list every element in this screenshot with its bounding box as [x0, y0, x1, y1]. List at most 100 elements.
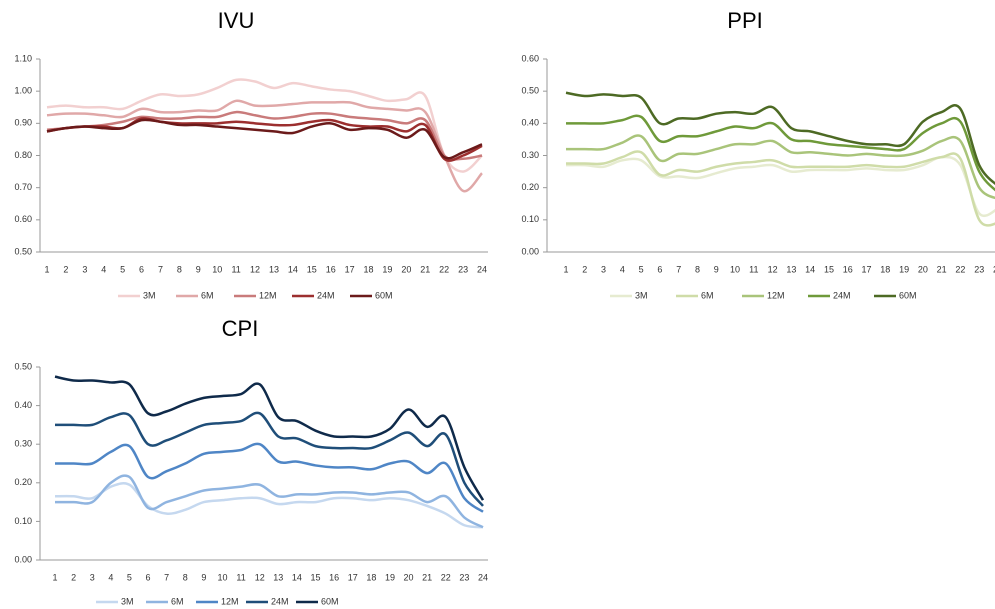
x-tick-label: 15 [311, 572, 321, 582]
x-tick-label: 5 [127, 572, 132, 582]
x-tick-label: 24 [478, 572, 488, 582]
x-tick-label: 7 [158, 264, 163, 274]
x-tick-label: 5 [120, 264, 125, 274]
x-tick-label: 8 [695, 264, 700, 274]
x-tick-label: 21 [422, 572, 432, 582]
x-tick-label: 3 [82, 264, 87, 274]
x-tick-label: 14 [805, 264, 815, 274]
x-tick-label: 1 [563, 264, 568, 274]
legend-label: 24M [271, 596, 289, 606]
x-tick-label: 23 [974, 264, 984, 274]
x-tick-label: 20 [918, 264, 928, 274]
x-tick-label: 1 [52, 572, 57, 582]
x-tick-label: 19 [382, 264, 392, 274]
legend-label: 60M [899, 290, 917, 300]
x-tick-label: 6 [657, 264, 662, 274]
series-line [46, 118, 483, 160]
x-tick-label: 15 [824, 264, 834, 274]
y-tick-label: 0.00 [521, 246, 539, 256]
y-tick-label: 0.40 [521, 118, 539, 128]
y-tick-label: 0.50 [14, 246, 32, 256]
legend-label: 6M [201, 290, 214, 300]
x-tick-label: 4 [620, 264, 625, 274]
x-tick-label: 12 [255, 572, 265, 582]
x-tick-label: 16 [843, 264, 853, 274]
series-line [54, 375, 485, 501]
y-tick-label: 0.90 [14, 118, 32, 128]
x-tick-label: 7 [676, 264, 681, 274]
x-tick-label: 14 [292, 572, 302, 582]
y-tick-label: 0.50 [521, 86, 539, 96]
x-tick-label: 7 [164, 572, 169, 582]
legend-label: 3M [143, 290, 156, 300]
series-line [566, 134, 995, 200]
series-line [565, 91, 995, 186]
y-tick-label: 0.50 [14, 361, 32, 371]
y-tick-label: 0.10 [521, 214, 539, 224]
x-tick-label: 13 [269, 264, 279, 274]
chart-title: CPI [222, 316, 259, 341]
x-tick-label: 18 [366, 572, 376, 582]
y-tick-label: 0.20 [14, 477, 32, 487]
y-tick-label: 0.20 [521, 182, 539, 192]
x-tick-label: 19 [385, 572, 395, 582]
x-tick-label: 23 [458, 264, 468, 274]
x-tick-label: 6 [139, 264, 144, 274]
x-tick-label: 20 [404, 572, 414, 582]
x-tick-label: 10 [217, 572, 227, 582]
x-tick-label: 10 [212, 264, 222, 274]
x-tick-label: 3 [90, 572, 95, 582]
y-tick-label: 0.00 [14, 554, 32, 564]
series-line [46, 110, 483, 161]
series-line [565, 155, 995, 218]
x-tick-label: 18 [880, 264, 890, 274]
legend-label: 60M [375, 290, 393, 300]
series-line [46, 99, 483, 193]
x-tick-label: 4 [108, 572, 113, 582]
chart-title: IVU [218, 8, 255, 33]
x-tick-label: 21 [937, 264, 947, 274]
x-tick-label: 12 [250, 264, 260, 274]
x-tick-label: 4 [101, 264, 106, 274]
x-tick-label: 8 [183, 572, 188, 582]
x-tick-label: 16 [329, 572, 339, 582]
x-tick-label: 11 [749, 264, 758, 274]
x-tick-label: 22 [439, 264, 449, 274]
x-tick-label: 23 [459, 572, 469, 582]
x-tick-label: 1 [44, 264, 49, 274]
series-line [565, 114, 995, 192]
legend-label: 6M [701, 290, 714, 300]
x-tick-label: 11 [236, 572, 245, 582]
x-tick-label: 24 [993, 264, 995, 274]
x-tick-label: 22 [955, 264, 965, 274]
x-tick-label: 8 [177, 264, 182, 274]
x-tick-label: 20 [401, 264, 411, 274]
y-tick-label: 0.60 [14, 214, 32, 224]
series-line [54, 482, 484, 529]
legend-label: 12M [767, 290, 785, 300]
series-line [55, 411, 484, 507]
x-tick-label: 9 [196, 264, 201, 274]
series-line [565, 150, 995, 227]
series-line [55, 474, 484, 529]
x-tick-label: 6 [146, 572, 151, 582]
x-tick-label: 19 [899, 264, 909, 274]
y-tick-label: 0.60 [521, 53, 539, 63]
y-tick-label: 0.40 [14, 400, 32, 410]
legend-label: 3M [635, 290, 648, 300]
x-tick-label: 12 [768, 264, 778, 274]
x-tick-label: 10 [730, 264, 740, 274]
y-tick-label: 1.00 [14, 86, 32, 96]
x-tick-label: 22 [441, 572, 451, 582]
chart-title: PPI [727, 8, 762, 33]
series-line [46, 78, 483, 173]
legend-label: 60M [321, 596, 339, 606]
x-tick-label: 17 [345, 264, 355, 274]
x-tick-label: 17 [862, 264, 872, 274]
y-tick-label: 0.70 [14, 182, 32, 192]
series-line [55, 442, 484, 513]
x-tick-label: 15 [307, 264, 317, 274]
x-tick-label: 9 [201, 572, 206, 582]
legend-label: 6M [171, 596, 184, 606]
